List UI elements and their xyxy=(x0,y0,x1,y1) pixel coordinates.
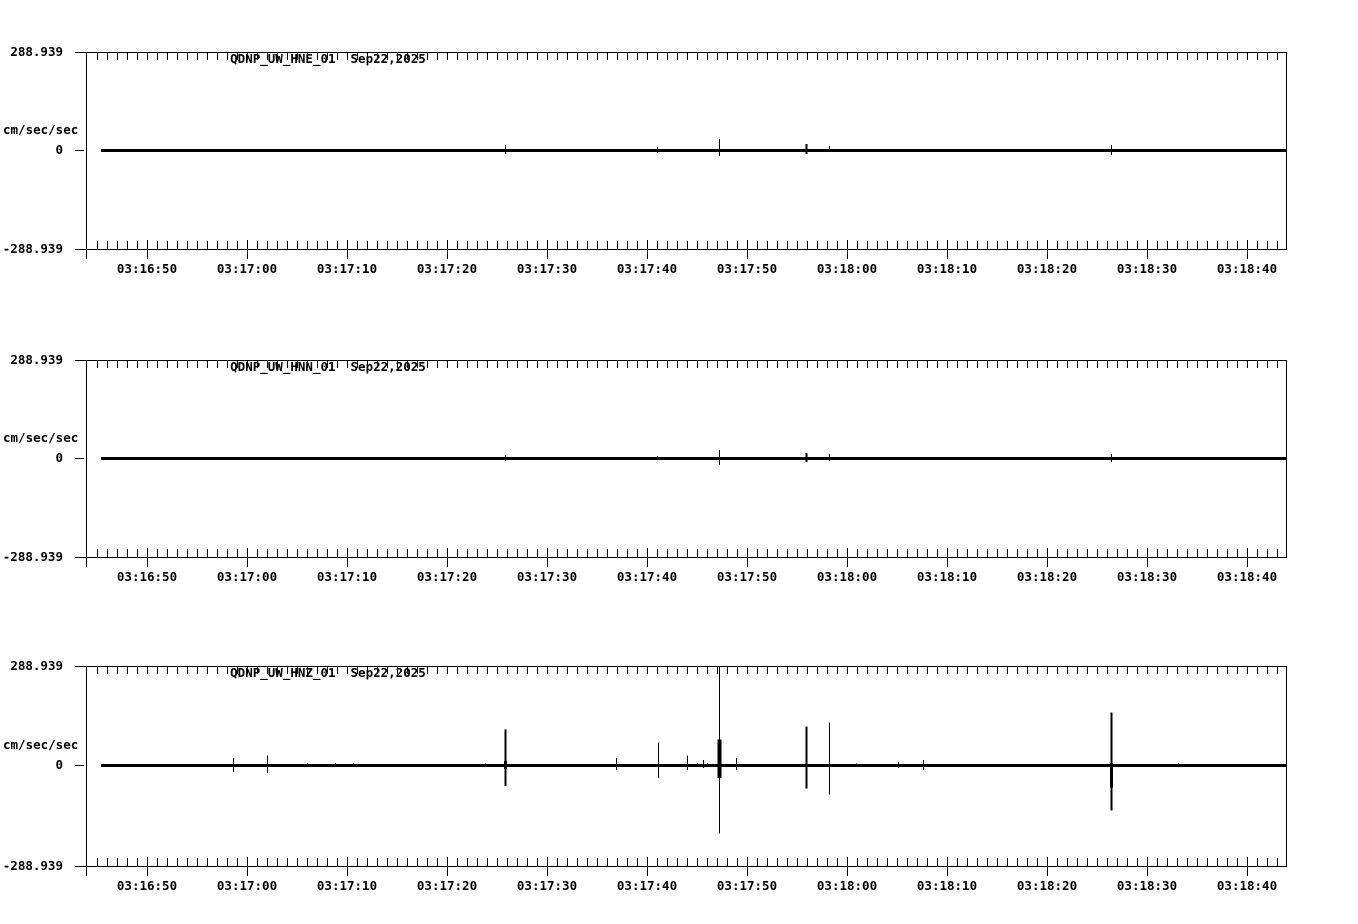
time-tick-label: 03:16:50 xyxy=(116,878,178,893)
time-tick-label: 03:17:00 xyxy=(216,878,278,893)
y-zero-label: 0 xyxy=(55,142,63,157)
time-tick-label: 03:17:30 xyxy=(516,261,578,276)
time-tick-label: 03:18:20 xyxy=(1016,261,1078,276)
y-units-label: cm/sec/sec xyxy=(3,122,79,137)
date-label: Sep22,2025 xyxy=(350,51,426,66)
date-label: Sep22,2025 xyxy=(350,359,426,374)
time-tick-label: 03:18:40 xyxy=(1216,261,1278,276)
time-tick-label: 03:18:10 xyxy=(916,261,978,276)
station-label: QDNP_UW_HNZ_01 xyxy=(230,665,336,680)
time-tick-label: 03:17:00 xyxy=(216,569,278,584)
y-min-label: -288.939 xyxy=(2,549,63,564)
y-units-label: cm/sec/sec xyxy=(3,430,79,445)
time-tick-label: 03:18:30 xyxy=(1116,261,1178,276)
station-label: QDNP_UW_HNN_01 xyxy=(230,359,336,374)
time-tick-label: 03:17:50 xyxy=(716,569,778,584)
time-tick-label: 03:17:10 xyxy=(316,878,378,893)
time-tick-label: 03:17:40 xyxy=(616,878,678,893)
time-tick-label: 03:18:00 xyxy=(816,878,878,893)
time-tick-label: 03:18:30 xyxy=(1116,878,1178,893)
time-tick-label: 03:18:40 xyxy=(1216,878,1278,893)
channel-title-hnz: QDNP_UW_HNZ_01 Sep22,2025 xyxy=(185,652,426,694)
y-units-label: cm/sec/sec xyxy=(3,737,79,752)
time-tick-label: 03:17:50 xyxy=(716,878,778,893)
y-zero-label: 0 xyxy=(55,757,63,772)
time-tick-label: 03:18:20 xyxy=(1016,878,1078,893)
channel-title-hnn: QDNP_UW_HNN_01 Sep22,2025 xyxy=(185,346,426,388)
time-tick-label: 03:17:20 xyxy=(416,878,478,893)
time-tick-label: 03:17:20 xyxy=(416,261,478,276)
y-max-label: 288.939 xyxy=(10,658,63,673)
channel-title-hne: QDNP_UW_HNE_01 Sep22,2025 xyxy=(185,38,426,80)
time-tick-label: 03:17:40 xyxy=(616,569,678,584)
time-tick-label: 03:17:30 xyxy=(516,878,578,893)
time-tick-label: 03:18:10 xyxy=(916,878,978,893)
y-max-label: 288.939 xyxy=(10,44,63,59)
time-tick-label: 03:18:20 xyxy=(1016,569,1078,584)
y-min-label: -288.939 xyxy=(2,858,63,873)
y-min-label: -288.939 xyxy=(2,241,63,256)
station-label: QDNP_UW_HNE_01 xyxy=(230,51,336,66)
time-tick-label: 03:17:20 xyxy=(416,569,478,584)
time-tick-label: 03:17:40 xyxy=(616,261,678,276)
time-tick-label: 03:18:00 xyxy=(816,569,878,584)
time-tick-label: 03:18:40 xyxy=(1216,569,1278,584)
time-tick-label: 03:16:50 xyxy=(116,261,178,276)
time-tick-label: 03:17:10 xyxy=(316,569,378,584)
time-tick-label: 03:18:30 xyxy=(1116,569,1178,584)
time-tick-label: 03:17:10 xyxy=(316,261,378,276)
time-tick-label: 03:18:10 xyxy=(916,569,978,584)
date-label: Sep22,2025 xyxy=(350,665,426,680)
time-tick-label: 03:16:50 xyxy=(116,569,178,584)
y-max-label: 288.939 xyxy=(10,352,63,367)
time-tick-label: 03:17:30 xyxy=(516,569,578,584)
time-tick-label: 03:18:00 xyxy=(816,261,878,276)
y-zero-label: 0 xyxy=(55,450,63,465)
time-tick-label: 03:17:50 xyxy=(716,261,778,276)
time-tick-label: 03:17:00 xyxy=(216,261,278,276)
